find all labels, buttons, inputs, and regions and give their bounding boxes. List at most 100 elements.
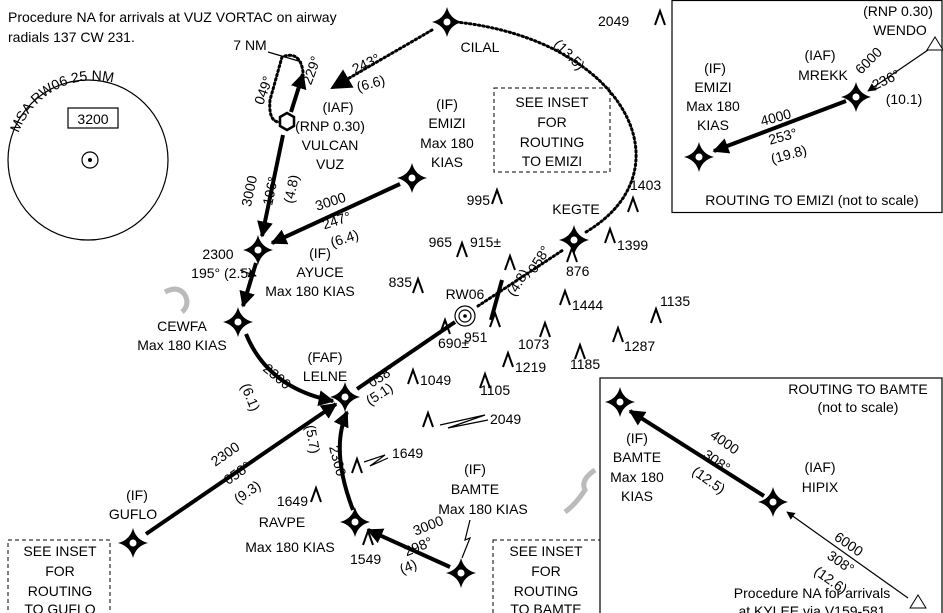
fix-symbol — [330, 382, 360, 412]
label: Max 180 — [686, 98, 740, 114]
leg — [330, 28, 434, 90]
label: AYUCE — [296, 264, 343, 280]
label: (IF) — [309, 245, 331, 261]
obstacle-elevation: 876 — [566, 263, 590, 279]
label: SEE INSET — [509, 543, 583, 559]
leg — [628, 409, 766, 498]
label: SEE INSET — [23, 543, 97, 559]
label: (IF) — [704, 60, 726, 76]
label: FOR — [531, 563, 561, 579]
leg — [476, 248, 565, 308]
label: BAMTE — [451, 481, 499, 497]
leader — [239, 269, 257, 278]
leader — [439, 414, 489, 429]
label: SEE INSET — [515, 94, 589, 110]
leg — [454, 20, 638, 234]
fix-symbol — [432, 7, 462, 37]
obstacle-symbol — [502, 352, 514, 368]
label: (IF) — [464, 461, 486, 477]
label: (10.1) — [886, 91, 923, 107]
rw06-symbol — [454, 305, 476, 327]
label: 2300 — [202, 246, 233, 262]
obstacle-symbol — [491, 189, 503, 205]
obstacle-elevation: 1185 — [570, 356, 600, 372]
label: ROUTING — [520, 134, 585, 150]
obstacle-elevation: 1399 — [617, 237, 648, 253]
obstacle-elevation: 915± — [470, 234, 501, 250]
label: MREKK — [798, 67, 848, 83]
label: EMIZI — [694, 79, 731, 95]
fix-symbol — [559, 225, 589, 255]
label: 253° — [767, 125, 799, 148]
inset-emizi-box — [671, 0, 943, 214]
leader — [461, 519, 472, 559]
label: TO BAMTE — [510, 601, 581, 613]
leg — [366, 528, 451, 569]
label: 049° — [251, 74, 276, 107]
obstacle-symbol — [422, 412, 434, 428]
label: CEWFA — [157, 318, 207, 334]
label: LELNE — [303, 368, 347, 384]
label: Max 180 — [420, 135, 474, 151]
label: 3200 — [77, 111, 108, 127]
inset-ref-box — [7, 539, 111, 613]
obstacle-symbol — [650, 308, 662, 324]
label: (IF) — [126, 487, 148, 503]
label: (4.8) — [280, 173, 302, 204]
label: TO GUFLO — [24, 601, 95, 613]
label: RW06 — [446, 286, 485, 302]
leader — [363, 454, 389, 467]
fix-symbol — [446, 558, 476, 588]
label: Procedure NA for arrivals at VUZ VORTAC … — [8, 9, 337, 25]
label: CILAL — [461, 39, 500, 55]
label: (6.4) — [328, 226, 360, 250]
obstacle-symbol — [456, 242, 468, 258]
vortac-symbol — [81, 151, 99, 169]
label: (FAF) — [308, 349, 343, 365]
label: (4.8) — [503, 266, 532, 299]
obstacle-elevation: 835 — [389, 274, 413, 290]
obstacle-symbol — [310, 487, 322, 503]
label: Max 180 KIAS — [137, 337, 227, 353]
obstacle-elevation: 995 — [467, 192, 491, 208]
label: Max 180 KIAS — [245, 539, 335, 555]
label: ROUTING — [514, 583, 579, 599]
label: EMIZI — [428, 115, 465, 131]
obstacle-symbol — [504, 255, 516, 271]
fix-symbol — [223, 307, 253, 337]
label: (5.7) — [303, 424, 324, 455]
label: 7 NM — [233, 37, 266, 53]
obstacle-elevation: 1073 — [518, 336, 549, 352]
kylee-waypoint — [909, 594, 927, 609]
label: 2300 — [260, 360, 294, 392]
label: KIAS — [431, 154, 463, 170]
obstacle-elevation: 1135 — [660, 293, 690, 309]
obstacle-symbol — [412, 278, 424, 294]
label: (IF) — [626, 430, 648, 446]
label: VULCAN — [302, 137, 359, 153]
label: KEGTE — [552, 201, 599, 217]
label: RAVPE — [259, 514, 305, 530]
label: GUFLO — [109, 506, 157, 522]
label: VUZ — [316, 156, 344, 172]
leg — [244, 333, 335, 407]
obstacle-elevation: 2049 — [490, 411, 521, 427]
label: (not to scale) — [818, 399, 899, 415]
fix-symbol — [340, 507, 370, 537]
label: FOR — [537, 114, 567, 130]
obstacle-elevation: 1403 — [630, 177, 661, 193]
label: ROUTING TO EMIZI (not to scale) — [705, 192, 918, 208]
final-course — [355, 320, 457, 391]
obstacle-elevation: 1649 — [277, 493, 308, 509]
label: BAMTE — [613, 449, 661, 465]
label: (6.6) — [355, 72, 387, 95]
label: Max 180 — [610, 469, 664, 485]
obstacle-elevation: 965 — [429, 234, 453, 250]
label: Max 180 KIAS — [438, 501, 528, 517]
obstacle-elevation: 1444 — [572, 297, 603, 313]
label: 195° (2.5) — [191, 265, 253, 281]
label: 3000 — [238, 174, 260, 208]
label: WENDO — [873, 22, 927, 38]
fix-symbol — [397, 163, 427, 193]
